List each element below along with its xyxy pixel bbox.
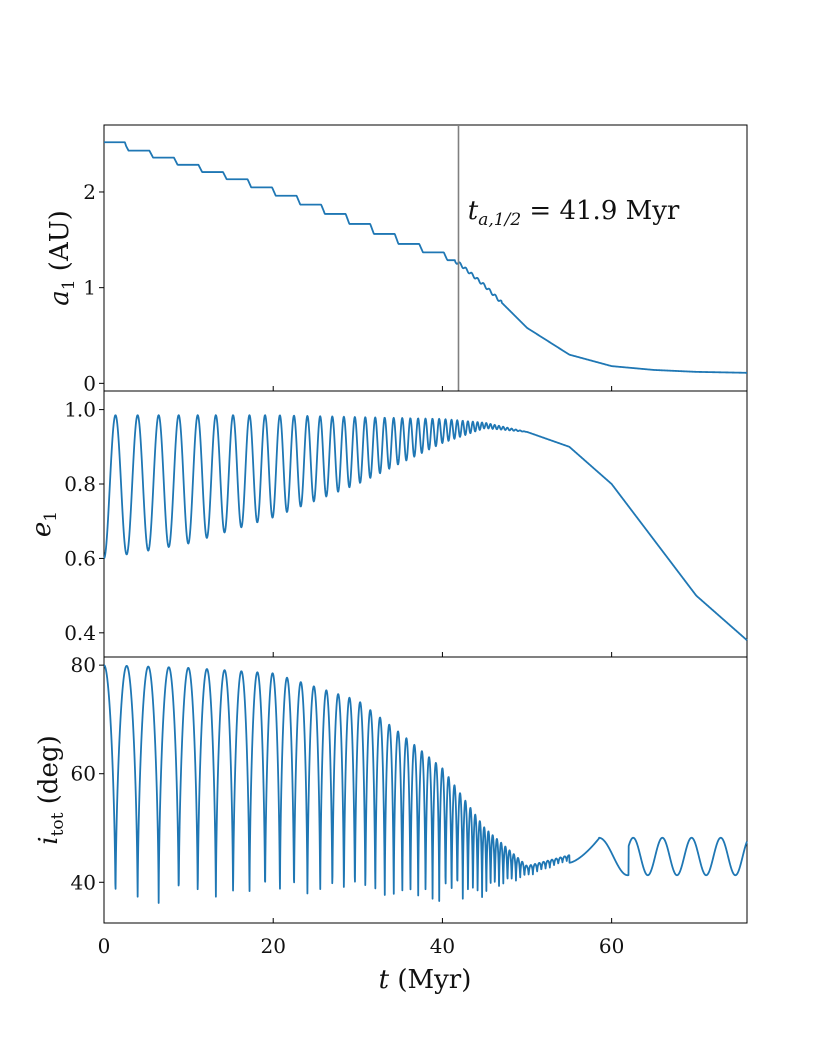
panel-a1-ylabel: a1 (AU) <box>45 210 79 306</box>
annot-sub: a,1/2 <box>478 210 521 230</box>
annot-main: t <box>468 196 479 226</box>
ytick-label-itot-1: 60 <box>71 762 96 786</box>
panel-itot: 40 60 80 0 20 40 60 itot (deg) <box>34 653 748 958</box>
xtick-label-0: 0 <box>98 934 111 958</box>
panel-a1-frame <box>103 124 748 392</box>
panel-e1: 0.4 0.6 0.8 1.0 e1 <box>27 390 748 658</box>
ytick-label-a1-0: 0 <box>83 371 96 395</box>
e1-series-line <box>103 414 748 641</box>
ytick-label-e1-0: 0.4 <box>64 621 96 645</box>
panel-a1: 0 1 2 ta,1/2 = 41.9 Myr a1 (AU) <box>45 124 748 395</box>
ytick-label-e1-1: 0.6 <box>64 546 96 570</box>
panel-e1-ylabel: e1 <box>27 511 61 537</box>
annot-rest: = 41.9 Myr <box>521 196 680 226</box>
ytick-label-itot-2: 80 <box>71 653 96 677</box>
panel-itot-frame <box>103 656 748 924</box>
half-life-annotation: ta,1/2 = 41.9 Myr <box>468 196 680 230</box>
ytick-label-a1-2: 2 <box>83 180 96 204</box>
a1-series-line <box>103 141 748 374</box>
ytick-label-e1-2: 0.8 <box>64 472 96 496</box>
panel-itot-ticks: 40 60 80 0 20 40 60 <box>71 653 625 958</box>
panel-e1-ticks: 0.4 0.6 0.8 1.0 <box>64 398 613 657</box>
x-axis-label: t (Myr) <box>379 965 472 995</box>
xtick-label-3: 60 <box>599 934 624 958</box>
ytick-label-e1-3: 1.0 <box>64 398 96 422</box>
ytick-label-itot-0: 40 <box>71 870 96 894</box>
xtick-label-2: 40 <box>430 934 455 958</box>
xtick-label-1: 20 <box>260 934 285 958</box>
panel-a1-ticks: 0 1 2 <box>83 180 613 395</box>
ytick-label-a1-1: 1 <box>83 276 96 300</box>
itot-series-line <box>103 664 748 904</box>
panel-itot-ylabel: itot (deg) <box>34 735 68 844</box>
